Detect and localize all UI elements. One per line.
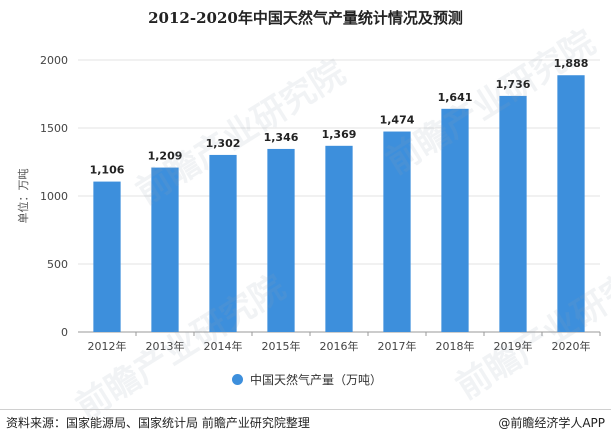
bar [209,154,237,332]
data-label: 1,302 [206,137,241,150]
chart-legend: 中国天然气产量（万吨） [232,370,382,388]
x-tick-label: 2020年 [552,339,591,353]
bar [383,131,411,332]
x-tick-label: 2018年 [436,339,475,353]
bar [441,108,469,332]
data-label: 1,474 [380,114,415,127]
data-label: 1,346 [264,131,299,144]
bar-chart: 0 500 1000 1500 2000 单位：万吨 2012年 1,106 2013年 1,20… [16,54,601,353]
bar [267,148,295,332]
chart-title: 2012-2020年中国天然气产量统计情况及预测 [148,9,463,27]
y-axis-label: 单位：万吨 [16,169,30,224]
data-label: 1,641 [438,91,473,104]
x-tick-label: 2017年 [378,339,417,353]
bar [93,181,121,332]
x-tick-label: 2016年 [320,339,359,353]
y-tick-label: 2000 [40,54,68,67]
bar [557,75,585,333]
bar [325,145,353,332]
source-note: 资料来源：国家能源局、国家统计局 前瞻产业研究院整理 [6,416,310,430]
y-tick-label: 500 [47,258,68,271]
x-tick-label: 2015年 [262,339,301,353]
bar [151,167,179,332]
y-tick-label: 1000 [40,190,68,203]
data-label: 1,209 [148,150,183,163]
y-tick-label: 1500 [40,122,68,135]
brand-credit: @前瞻经济学人APP [498,416,605,430]
data-label: 1,888 [554,57,589,70]
x-tick-label: 2012年 [88,339,127,353]
circle-dot-icon [232,373,243,385]
legend-label: 中国天然气产量（万吨） [250,372,383,387]
x-tick-label: 2014年 [204,339,243,353]
y-tick-label: 0 [61,326,68,339]
data-label: 1,369 [322,128,357,141]
x-tick-label: 2019年 [494,339,533,353]
data-label: 1,106 [90,164,125,177]
x-tick-label: 2013年 [146,339,185,353]
footer: 资料来源：国家能源局、国家统计局 前瞻产业研究院整理 @前瞻经济学人APP [0,409,611,436]
bar [499,95,527,333]
data-label: 1,736 [496,78,531,91]
